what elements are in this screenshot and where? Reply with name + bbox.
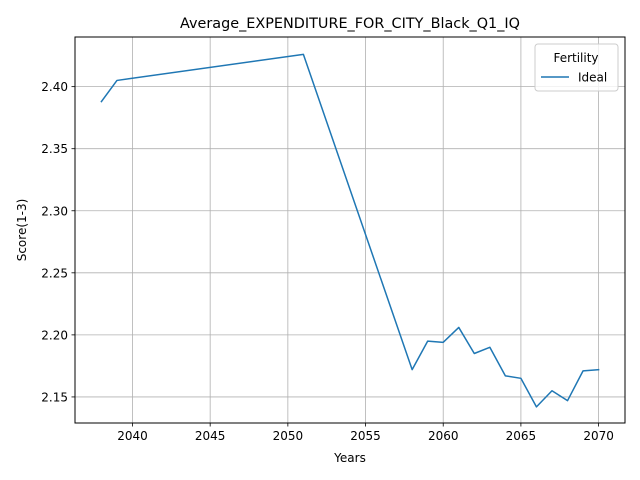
y-tick-label: 2.20	[41, 328, 68, 342]
y-tick-label: 2.40	[41, 80, 68, 94]
grid-lines	[75, 37, 625, 423]
x-tick-label: 2055	[350, 429, 381, 443]
legend-title: Fertility	[553, 51, 598, 65]
y-tick-label: 2.30	[41, 204, 68, 218]
x-tick-label: 2065	[506, 429, 537, 443]
x-axis-ticks: 2040 2045 2050 2055 2060 2065 2070	[117, 423, 614, 443]
plot-frame	[74, 36, 626, 424]
x-tick-label: 2060	[428, 429, 459, 443]
legend-entry-ideal: Ideal	[578, 71, 607, 85]
y-tick-label: 2.35	[41, 142, 68, 156]
y-tick-label: 2.15	[41, 390, 68, 404]
x-tick-label: 2040	[117, 429, 148, 443]
x-tick-label: 2050	[273, 429, 304, 443]
series-layer	[100, 53, 600, 408]
chart-title: Average_EXPENDITURE_FOR_CITY_Black_Q1_IQ	[180, 16, 520, 32]
series-line-ideal	[100, 53, 600, 408]
x-tick-label: 2070	[583, 429, 614, 443]
y-axis-ticks: 2.15 2.20 2.25 2.30 2.35 2.40	[41, 80, 75, 404]
y-axis-label: Score(1-3)	[15, 199, 29, 262]
x-axis-label: Years	[333, 451, 366, 465]
x-tick-label: 2045	[195, 429, 226, 443]
legend: Fertility Ideal	[534, 43, 619, 92]
y-tick-label: 2.25	[41, 266, 68, 280]
legend-box	[534, 43, 619, 92]
